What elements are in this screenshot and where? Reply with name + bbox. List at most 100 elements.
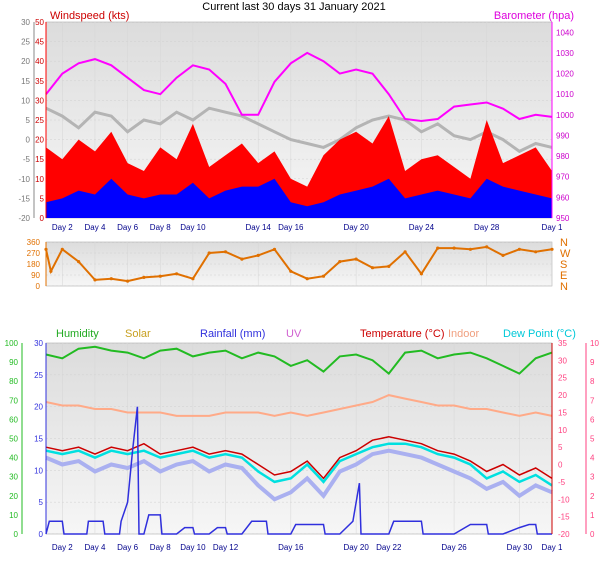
baro-tick-label: 1000 — [556, 111, 574, 120]
humidity-tick-label: 10 — [9, 511, 18, 520]
temp-tick-label: -20 — [558, 530, 570, 539]
outer-left-tick-label: 15 — [21, 77, 30, 86]
temp-day-label: Day 1 — [542, 543, 563, 552]
direction-point — [517, 247, 522, 251]
uv-tick-label: 2 — [590, 492, 595, 501]
outer-left-tick-label: 25 — [21, 38, 30, 47]
direction-point — [272, 247, 277, 251]
temp-day-label: Day 12 — [213, 543, 239, 552]
direction-point — [126, 279, 130, 283]
direction-point — [436, 246, 440, 250]
wind-day-label: Day 6 — [117, 223, 138, 232]
outer-left-tick-label: -15 — [18, 194, 30, 203]
wind-day-label: Day 2 — [52, 223, 73, 232]
direction-point — [387, 264, 391, 268]
wind-day-label: Day 16 — [278, 223, 304, 232]
indoor-legend-label: Indoor — [448, 328, 480, 340]
outer-left-tick-label: -20 — [18, 214, 30, 223]
wind-day-label: Day 20 — [343, 223, 369, 232]
uv-tick-label: 10 — [590, 339, 599, 348]
humidity-tick-label: 40 — [9, 454, 18, 463]
direction-point — [93, 278, 97, 282]
direction-tick-label: 90 — [31, 271, 40, 280]
humidity-tick-label: 100 — [5, 339, 19, 348]
humidity-tick-label: 20 — [9, 492, 18, 501]
uv-tick-label: 0 — [590, 530, 595, 539]
direction-point — [550, 247, 554, 251]
wind-day-label: Day 4 — [85, 223, 106, 232]
rain-tick-label: 30 — [34, 339, 43, 348]
baro-tick-label: 1010 — [556, 90, 574, 99]
wind-day-label: Day 10 — [180, 223, 206, 232]
rain-tick-label: 10 — [34, 466, 43, 475]
direction-point — [485, 245, 489, 249]
average-wind-series-area — [46, 178, 552, 218]
humidity-tick-label: 60 — [9, 415, 18, 424]
temp-day-label: Day 10 — [180, 543, 206, 552]
direction-point — [60, 247, 64, 251]
humidity-tick-label: 80 — [9, 377, 18, 386]
baro-series-line — [45, 51, 553, 123]
baro-tick-label: 1020 — [556, 70, 574, 79]
wind-tick-label: 10 — [35, 175, 44, 184]
direction-point — [191, 277, 195, 281]
dewpoint-series-line — [45, 442, 553, 487]
rain-tick-label: 15 — [34, 435, 43, 444]
direction-series — [44, 245, 554, 283]
direction-point — [468, 247, 472, 251]
uv-legend-label: UV — [286, 328, 302, 340]
direction-point — [49, 269, 53, 273]
temp-tick-label: -15 — [558, 513, 570, 522]
baro-tick-label: 1040 — [556, 28, 574, 37]
uv-tick-label: 9 — [590, 358, 595, 367]
wind-day-label: Day 1 — [542, 223, 563, 232]
baro-tick-label: 980 — [556, 152, 570, 161]
direction-point — [175, 272, 179, 276]
baro-tick-label: 970 — [556, 173, 570, 182]
temp-tick-label: 20 — [558, 391, 567, 400]
direction-point — [419, 272, 423, 276]
direction-point — [321, 274, 326, 278]
wind-baro-axes — [33, 22, 553, 218]
outer-left-tick-label: -5 — [23, 155, 31, 164]
temp-day-label: Day 26 — [441, 543, 467, 552]
humidity-tick-label: 30 — [9, 473, 18, 482]
wind-tick-label: 35 — [35, 77, 44, 86]
direction-point — [305, 277, 309, 281]
direction-tick-label: 0 — [36, 282, 41, 291]
direction-point — [289, 269, 293, 273]
humidity-tick-label: 50 — [9, 435, 18, 444]
temp-tick-label: 0 — [558, 461, 563, 470]
temp-tick-label: 35 — [558, 339, 567, 348]
baro-tick-label: 1030 — [556, 49, 574, 58]
direction-point — [256, 253, 260, 257]
temp-day-label: Day 8 — [150, 543, 171, 552]
wind-day-label: Day 28 — [474, 223, 500, 232]
temperature-legend-label: Temperature (°C) — [360, 328, 444, 340]
wind-tick-label: 20 — [35, 136, 44, 145]
wind-day-label: Day 14 — [246, 223, 272, 232]
temp-day-label: Day 6 — [117, 543, 138, 552]
wind-legend-label: Windspeed (kts) — [50, 10, 129, 22]
humidity-tick-label: 90 — [9, 358, 18, 367]
temp-tick-label: -5 — [558, 478, 566, 487]
temp-day-label: Day 16 — [278, 543, 304, 552]
tick-labels: 5030452540203515301025520015-510-105-150… — [5, 18, 600, 552]
uv-tick-label: 7 — [590, 396, 595, 405]
chart-title: Current last 30 days 31 January 2021 — [202, 1, 385, 13]
gray-series-line — [45, 106, 553, 154]
direction-point — [158, 274, 162, 278]
baro-tick-label: 960 — [556, 193, 570, 202]
direction-point — [207, 251, 211, 255]
solar-legend-label: Solar — [125, 328, 151, 340]
temp-tick-label: 30 — [558, 356, 567, 365]
wind-tick-label: 5 — [40, 194, 45, 203]
baro-tick-label: 950 — [556, 214, 570, 223]
compass-tick-label: S — [560, 259, 567, 271]
compass-tick-label: W — [560, 248, 571, 260]
direction-tick-label: 180 — [27, 260, 41, 269]
wind-tick-label: 30 — [35, 96, 44, 105]
rainfall-legend-label: Rainfall (mm) — [200, 328, 265, 340]
direction-point — [354, 257, 358, 261]
